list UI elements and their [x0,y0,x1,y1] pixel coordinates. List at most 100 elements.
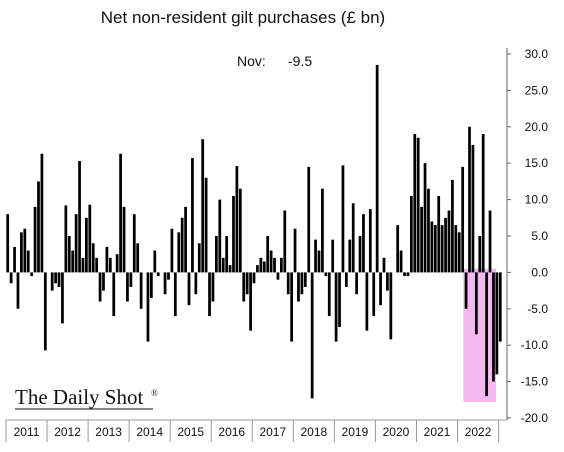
x-year-label: 2016 [218,425,245,439]
brand-text: The Daily Shot [15,385,143,409]
bar [454,225,458,273]
bar [43,272,47,351]
bar [362,214,365,273]
bar [54,272,57,284]
bar [228,265,232,273]
bar [273,257,276,273]
bar [331,239,335,273]
bar [245,272,249,295]
bar [139,272,143,309]
bar [324,272,328,277]
y-tick-label: 30.0 [525,47,549,61]
bar [108,257,112,273]
bar [232,195,235,273]
bar [115,254,119,273]
y-tick-label: 25.0 [525,83,549,97]
x-year-label: 2012 [54,425,81,439]
annotation-label: Nov: [237,53,266,69]
bar [211,272,215,302]
bar [249,272,252,331]
bar [266,236,270,273]
bar [259,257,263,273]
bar [26,250,30,273]
bar [341,165,345,273]
bar [280,257,283,273]
bar [286,272,290,295]
y-tick-label: 20.0 [525,120,549,134]
bar [372,272,376,317]
bar [403,272,406,277]
bar [167,272,170,280]
bar [180,217,184,273]
bar [6,214,10,273]
bar [67,236,71,273]
bar [218,199,222,273]
y-tick-label: 5.0 [531,229,548,243]
highlight-rect [463,268,497,402]
annotation-value: -9.5 [288,53,312,69]
bar [382,257,386,273]
bar [50,272,54,291]
bar [355,272,358,295]
bar [379,272,382,306]
bar [262,261,266,273]
bar [423,163,427,273]
bar [327,272,331,317]
bar [136,243,140,273]
bar [30,272,34,277]
bar [132,214,136,273]
bar [184,206,187,273]
bar [256,265,259,273]
x-year-label: 2014 [136,425,163,439]
bar [64,205,68,273]
bar [283,210,287,273]
bar [416,137,420,273]
bar [276,272,280,280]
bar [61,272,64,324]
bar [485,272,488,397]
bar [105,246,109,273]
bar [399,250,403,273]
brand-logo: The Daily Shot ® [15,385,158,410]
bar [98,272,102,302]
bar [317,250,321,273]
bar [447,210,451,273]
bar [20,232,23,273]
y-tick-label: 15.0 [525,156,549,170]
bar [40,153,44,273]
bar [444,217,447,273]
bar [201,139,205,273]
bar [474,272,478,335]
bar [119,153,122,273]
bar [13,246,16,273]
brand-registered-mark: ® [151,388,158,398]
x-year-label: 2018 [301,425,328,439]
x-year-label: 2013 [95,425,122,439]
bar [297,272,300,302]
bar [478,236,482,273]
bar [112,272,116,317]
bar [307,166,311,273]
bar [173,272,177,317]
bar [413,134,417,273]
chart-title: Net non-resident gilt purchases (£ bn) [101,8,385,27]
x-year-label: 2017 [259,425,286,439]
bar [468,126,471,273]
bar [375,64,379,273]
bar [386,272,389,291]
bar [102,272,105,291]
bar [348,239,352,273]
bar [197,243,201,273]
bar [300,272,304,295]
bar [420,206,423,273]
bar [150,272,153,298]
bar [126,272,129,302]
bar [269,250,273,273]
bar [344,272,348,287]
bar [71,250,75,273]
bar [488,210,492,273]
bar [153,250,157,273]
bar [37,181,40,273]
bar [57,272,61,287]
